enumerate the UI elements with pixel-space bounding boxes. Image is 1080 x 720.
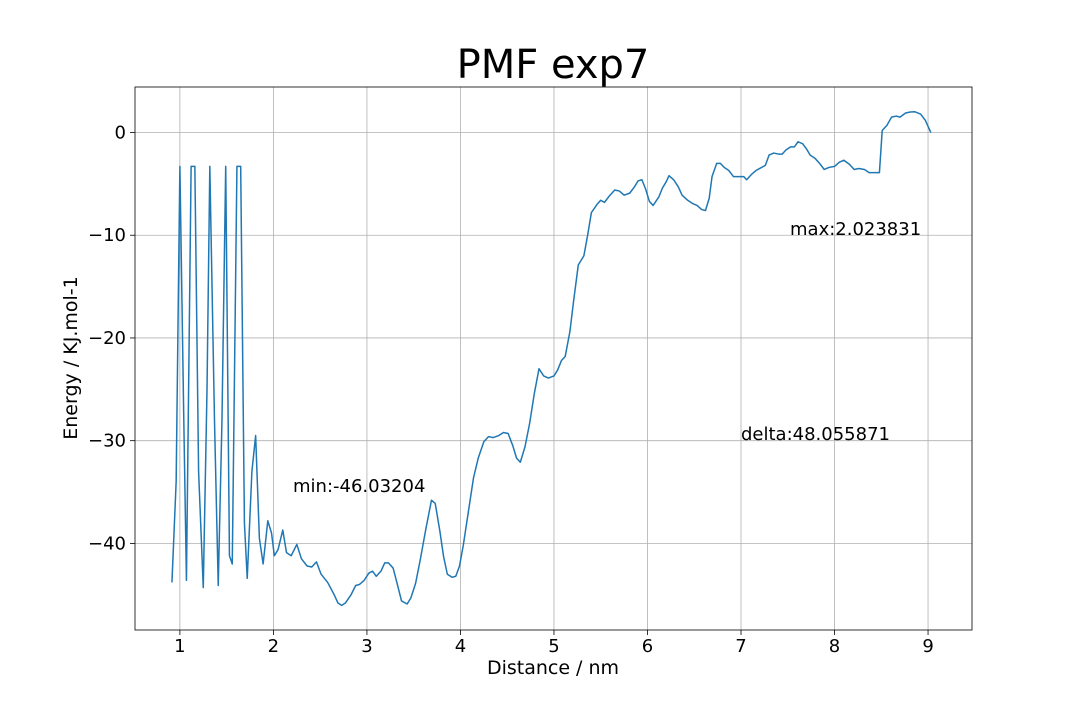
chart-title: PMF exp7	[457, 42, 650, 88]
x-tick-label: 1	[174, 636, 185, 657]
x-tick-label: 5	[548, 636, 559, 657]
x-tick-label: 3	[361, 636, 372, 657]
annotation: min:-46.03204	[293, 476, 425, 497]
annotation: delta:48.055871	[741, 424, 890, 445]
x-tick-label: 2	[268, 636, 279, 657]
x-axis-label: Distance / nm	[487, 657, 619, 679]
x-tick-label: 9	[922, 636, 933, 657]
x-tick-label: 7	[735, 636, 746, 657]
plot-frame	[134, 86, 973, 631]
y-tick-label: −40	[88, 533, 126, 554]
y-tick-label: 0	[115, 123, 126, 144]
y-tick-label: −20	[88, 328, 126, 349]
x-tick-label: 4	[455, 636, 466, 657]
y-tick-label: −10	[88, 225, 126, 246]
y-axis-label: Energy / KJ.mol-1	[60, 276, 82, 439]
line-series	[171, 111, 932, 607]
y-tick-label: −30	[88, 431, 126, 452]
x-tick-label: 8	[829, 636, 840, 657]
x-tick-label: 6	[642, 636, 653, 657]
annotation: max:2.023831	[790, 219, 921, 240]
